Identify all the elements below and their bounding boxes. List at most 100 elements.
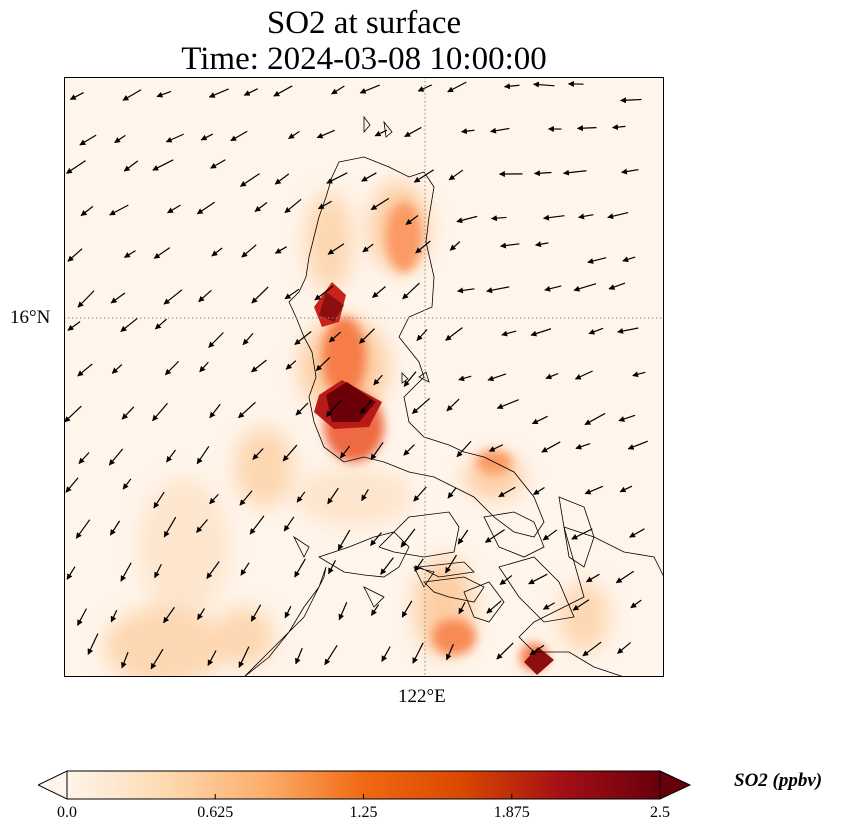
wind-arrow xyxy=(529,644,545,656)
wind-arrow xyxy=(380,557,394,575)
wind-arrow xyxy=(460,128,475,135)
wind-arrow xyxy=(294,331,312,345)
wind-arrow xyxy=(211,247,223,257)
wind-arrow xyxy=(584,412,606,426)
wind-arrow xyxy=(608,282,626,290)
wind-arrow xyxy=(284,198,302,214)
wind-arrow xyxy=(458,601,466,615)
wind-arrow xyxy=(405,215,419,225)
wind-arrow xyxy=(372,286,386,298)
wind-arrow xyxy=(629,528,645,538)
wind-arrow xyxy=(572,599,590,611)
colorbar-tick-label: 1.875 xyxy=(493,804,530,821)
wind-arrow xyxy=(542,529,558,541)
wind-arrow xyxy=(238,646,250,668)
latitude-tick-label: 16°N xyxy=(10,307,51,328)
wind-arrow xyxy=(361,172,377,182)
wind-arrow xyxy=(163,289,183,305)
wind-arrow xyxy=(449,241,461,251)
wind-arrow xyxy=(121,651,129,669)
wind-arrow xyxy=(167,204,181,214)
wind-arrow xyxy=(331,85,345,95)
wind-arrow xyxy=(120,562,132,582)
wind-arrow xyxy=(533,486,545,496)
wind-arrow xyxy=(208,332,224,348)
wind-arrow xyxy=(123,160,139,172)
wind-arrow xyxy=(197,608,205,621)
wind-arrow xyxy=(571,528,593,540)
wind-arrow xyxy=(370,197,390,211)
wind-arrow xyxy=(240,562,250,576)
wind-arrow xyxy=(121,406,135,420)
wind-arrow xyxy=(108,448,124,466)
colorbar-tick-label: 0.625 xyxy=(197,804,234,821)
wind-arrow xyxy=(544,285,562,292)
wind-arrow xyxy=(64,405,82,423)
wind-arrow xyxy=(456,287,475,294)
wind-arrow xyxy=(238,401,256,419)
wind-arrow xyxy=(282,444,298,462)
wind-arrow xyxy=(249,515,265,535)
wind-arrow xyxy=(532,81,555,88)
longitude-tick-label: 122°E xyxy=(398,686,446,707)
wind-arrow xyxy=(65,160,86,174)
wind-arrow xyxy=(163,606,175,624)
wind-arrow xyxy=(630,599,642,609)
wind-arrow xyxy=(446,398,460,412)
wind-arrow xyxy=(499,242,520,249)
wind-arrow xyxy=(80,205,94,217)
wind-arrow xyxy=(588,327,604,335)
wind-arrow xyxy=(618,414,636,422)
wind-arrow xyxy=(198,289,212,303)
wind-arrow xyxy=(315,356,331,372)
wind-arrow xyxy=(87,633,99,655)
wind-arrow xyxy=(114,134,126,144)
wind-arrow xyxy=(296,491,306,503)
wind-arrow xyxy=(574,370,593,380)
wind-arrow xyxy=(163,516,177,538)
wind-arrow xyxy=(615,570,635,584)
wind-arrow xyxy=(404,126,422,138)
wind-arrow xyxy=(196,445,210,465)
wind-arrow xyxy=(587,257,607,264)
wind-arrow xyxy=(370,604,380,616)
wind-arrow xyxy=(361,489,369,502)
wind-arrow xyxy=(284,288,300,300)
wind-arrow xyxy=(401,600,413,618)
wind-arrow xyxy=(199,361,209,373)
wind-arrow xyxy=(284,605,292,619)
wind-arrow xyxy=(328,560,336,575)
wind-arrow xyxy=(503,83,520,90)
wind-arrow xyxy=(486,600,502,614)
wind-arrow xyxy=(243,88,259,96)
wind-arrow xyxy=(621,168,639,175)
wind-arrow xyxy=(498,486,516,498)
wind-arrow xyxy=(487,373,507,382)
wind-arrow xyxy=(123,250,136,258)
wind-arrow xyxy=(338,602,348,621)
wind-arrow xyxy=(241,244,257,258)
wind-arrow xyxy=(252,448,264,460)
wind-arrow xyxy=(456,440,472,458)
wind-arrow xyxy=(67,321,81,331)
wind-arrow xyxy=(457,529,469,545)
graticule xyxy=(64,77,664,677)
wind-arrow xyxy=(528,573,548,585)
wind-arrow xyxy=(250,604,262,622)
wind-arrow xyxy=(156,90,172,98)
wind-arrow xyxy=(535,241,549,248)
wind-arrow xyxy=(207,650,217,667)
wind-arrow xyxy=(239,490,253,506)
wind-arrow xyxy=(416,329,428,341)
wind-arrow xyxy=(370,532,382,546)
wind-arrow xyxy=(196,201,216,215)
wind-arrow xyxy=(200,133,214,141)
wind-arrow xyxy=(326,172,348,184)
wind-arrow xyxy=(337,529,351,551)
wind-arrow xyxy=(542,602,555,610)
wind-arrow xyxy=(412,642,424,664)
wind-arrow xyxy=(75,519,91,539)
wind-arrow xyxy=(165,133,184,143)
wind-arrow xyxy=(196,519,208,533)
wind-arrow xyxy=(314,285,334,301)
